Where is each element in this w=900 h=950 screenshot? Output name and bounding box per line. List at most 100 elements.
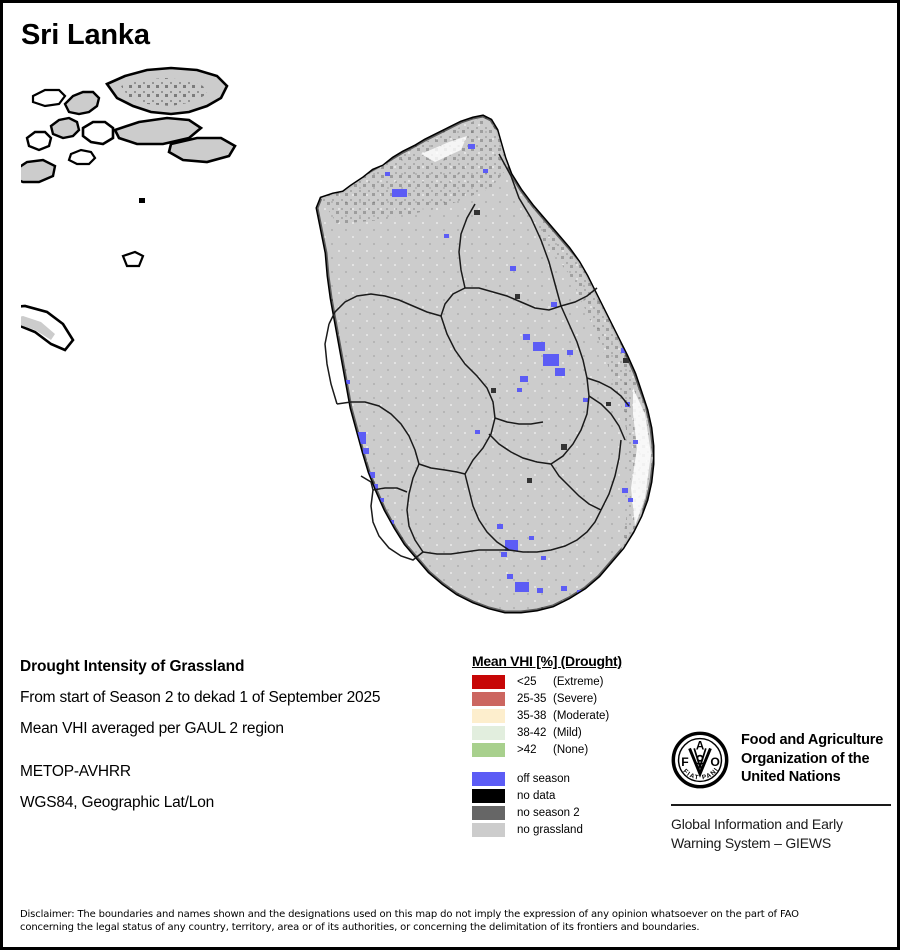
east-white-sliver <box>631 388 651 526</box>
legend-label-severe: 25-35 (Severe) <box>517 693 597 705</box>
fao-logo-letter-f: F <box>681 755 688 769</box>
page-title: Sri Lanka <box>21 19 150 51</box>
sri-lanka-choropleth[interactable] <box>21 58 879 633</box>
islet-dot-1 <box>139 198 145 203</box>
admin-line-9 <box>508 509 602 553</box>
admin-line-10 <box>600 439 622 511</box>
fao-logo-letter-a: A <box>696 740 705 753</box>
legend-swatch-none <box>472 743 505 757</box>
giews-line-1: Global Information and Early <box>671 816 843 832</box>
jaffna-speckle <box>121 78 207 106</box>
legend-class-mild: (Mild) <box>553 727 582 739</box>
legend-item-no-season-2[interactable]: no season 2 <box>472 805 672 821</box>
admin-line-5 <box>488 433 552 465</box>
info-projection: WGS84, Geographic Lat/Lon <box>20 794 215 811</box>
legend-swatch-severe <box>472 692 505 706</box>
info-aggregation: Mean VHI averaged per GAUL 2 region <box>20 720 284 737</box>
giews-system-name: Global Information and Early Warning Sys… <box>671 815 893 853</box>
fao-divider <box>671 804 891 806</box>
legend-class-none: (None) <box>553 744 589 756</box>
admin-line-west-edge <box>324 323 338 405</box>
info-sensor: METOP-AVHRR <box>20 763 131 780</box>
legend-range-mild: 38-42 <box>517 727 547 739</box>
island-small-2 <box>25 130 53 152</box>
north-white-sliver <box>421 136 467 162</box>
admin-line-20 <box>458 203 476 289</box>
island-delft <box>63 90 101 116</box>
legend-item-no-grassland[interactable]: no grassland <box>472 822 672 838</box>
map-info-block: Drought Intensity of Grassland From star… <box>20 658 460 825</box>
legend-range-extreme: <25 <box>517 676 537 688</box>
fao-branding: A F O FIAT PANIS Food and Agriculture Or… <box>668 726 893 853</box>
giews-line-2: Warning System – GIEWS <box>671 834 832 851</box>
island-small-1 <box>49 116 81 140</box>
legend-swatch-no-grassland <box>472 823 505 837</box>
raster-texture-layer <box>317 116 653 612</box>
map-canvas[interactable] <box>21 58 879 633</box>
info-heading: Drought Intensity of Grassland <box>20 658 245 675</box>
legend-label-no-grassland: no grassland <box>517 824 583 836</box>
legend-item-moderate[interactable]: 35-38 (Moderate) <box>472 708 672 724</box>
legend-swatch-moderate <box>472 709 505 723</box>
admin-line-6 <box>336 401 420 465</box>
island-karaitivu <box>21 158 57 184</box>
fao-header-row: A F O FIAT PANIS Food and Agriculture Or… <box>668 726 893 794</box>
admin-line-15 <box>360 475 374 491</box>
disclaimer-line-1: Disclaimer: The boundaries and names sho… <box>20 909 799 920</box>
mannar-spit-fill <box>21 316 55 340</box>
admin-line-21 <box>560 287 598 307</box>
legend-swatch-off-season <box>472 772 505 786</box>
islet-chain-2 <box>167 136 237 164</box>
legend-title: Mean VHI [%] (Drought) <box>472 653 622 669</box>
disclaimer-line-2: concerning the legal status of any count… <box>20 922 700 934</box>
legend-class-severe: (Severe) <box>553 693 598 705</box>
legend-label-mild: 38-42 (Mild) <box>517 727 582 739</box>
legend-range-severe: 25-35 <box>517 693 547 705</box>
islet-tiny-1 <box>31 88 67 108</box>
legend-spacer <box>472 759 672 771</box>
admin-line-18 <box>586 377 630 407</box>
legend-item-mild[interactable]: 38-42 (Mild) <box>472 725 672 741</box>
legend-label-off-season: off season <box>517 773 570 785</box>
legend-item-off-season[interactable]: off season <box>472 771 672 787</box>
legend-range-moderate: 35-38 <box>517 710 547 722</box>
fao-org-line-1: Food and Agriculture <box>741 732 884 748</box>
mainland-layer <box>315 114 655 614</box>
no-data-pixels <box>474 210 629 483</box>
admin-line-ne <box>498 153 562 307</box>
admin-line-17 <box>494 417 544 425</box>
admin-line-11 <box>550 463 602 511</box>
admin-line-2 <box>328 293 442 325</box>
admin-line-16 <box>370 489 424 561</box>
legend-class-extreme: (Extreme) <box>553 676 604 688</box>
legend-swatch-mild <box>472 726 505 740</box>
legend-label-moderate: 35-38 (Moderate) <box>517 710 609 722</box>
fao-organization-name: Food and Agriculture Organization of the… <box>741 731 883 787</box>
fao-logo-letter-o: O <box>710 755 719 769</box>
admin-line-13 <box>422 549 509 555</box>
northern-islands-layer <box>21 66 237 352</box>
admin-line-8 <box>464 473 510 551</box>
legend-item-severe[interactable]: 25-35 (Severe) <box>472 691 672 707</box>
interior-speckle <box>317 116 653 612</box>
admin-line-7 <box>418 463 466 475</box>
map-legend: Mean VHI [%] (Drought) <25 (Extreme) 25-… <box>472 653 672 839</box>
info-spacer <box>20 751 460 763</box>
admin-line-14 <box>372 487 408 493</box>
admin-boundaries <box>324 153 630 561</box>
legend-item-no-data[interactable]: no data <box>472 788 672 804</box>
admin-line-12 <box>406 463 424 553</box>
disclaimer: Disclaimer: The boundaries and names sho… <box>20 908 885 934</box>
island-small-3 <box>81 120 115 146</box>
fao-logo-icon: A F O FIAT PANIS <box>668 726 729 794</box>
legend-item-extreme[interactable]: <25 (Extreme) <box>472 674 672 690</box>
legend-label-no-data: no data <box>517 790 556 802</box>
legend-label-extreme: <25 (Extreme) <box>517 676 603 688</box>
legend-swatch-no-season-2 <box>472 806 505 820</box>
legend-swatch-no-data <box>472 789 505 803</box>
legend-item-none[interactable]: >42 (None) <box>472 742 672 758</box>
admin-line-3 <box>440 315 496 475</box>
islet-tiny-2 <box>121 250 145 268</box>
island-small-4 <box>67 148 97 166</box>
